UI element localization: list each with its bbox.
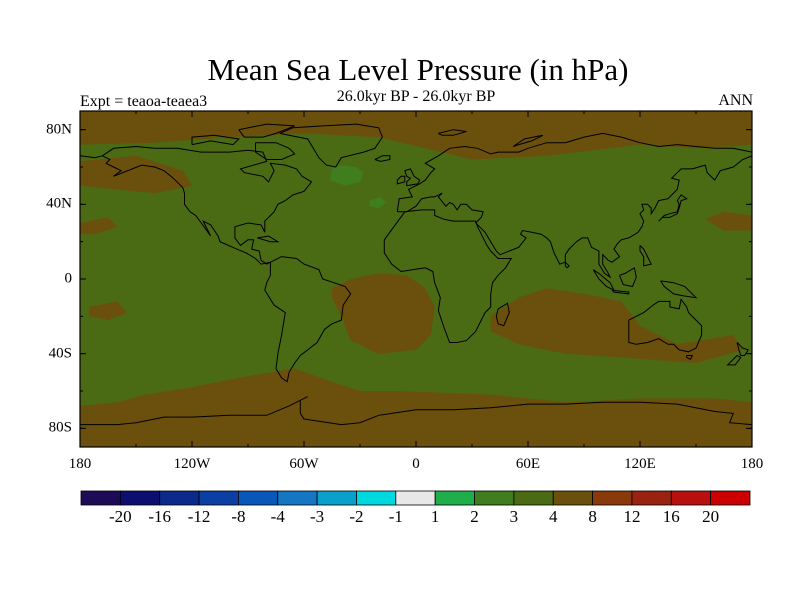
coastline-4: [255, 142, 296, 160]
colorbar-label: 3: [509, 507, 519, 526]
colorbar-label: 20: [702, 507, 720, 526]
lon-tick-label: 0: [412, 456, 420, 472]
lat-tick-label: 40N: [46, 195, 72, 212]
season-label: ANN: [718, 92, 753, 109]
coastline-2: [191, 134, 240, 146]
coastline-0: [102, 145, 313, 265]
colorbar-swatch: [277, 490, 318, 506]
coastline-28: [512, 134, 544, 147]
axis-ticks: [79, 111, 753, 447]
anomaly-patch-0: [80, 217, 118, 235]
coastline-17: [374, 155, 391, 162]
colorbar-label: -2: [349, 507, 364, 526]
coastline-10: [495, 302, 510, 327]
coastline-3: [238, 123, 295, 138]
colorbar-label: 4: [548, 507, 558, 526]
colorbar-swatch: [316, 490, 357, 506]
coastline-13: [736, 342, 750, 356]
coastlines: [80, 123, 752, 426]
colorbar-swatch: [474, 490, 515, 506]
colorbar: [80, 490, 751, 506]
colorbar-swatch: [513, 490, 554, 506]
colorbar-label: -3: [310, 507, 325, 526]
coastline-27: [438, 129, 467, 136]
map-title: Mean Sea Level Pressure (in hPa): [207, 52, 629, 87]
coastline-16: [396, 175, 406, 185]
arctic-positive-anomaly: [80, 111, 752, 160]
north-atlantic-negative-anomaly: [330, 165, 364, 186]
colorbar-swatch: [710, 490, 751, 506]
coastline-7: [80, 155, 103, 159]
coastline-15: [404, 168, 421, 187]
coastline-9: [383, 209, 513, 343]
lat-tick-label: 0: [64, 270, 73, 287]
colorbar-swatch: [434, 490, 475, 506]
anomaly-layer: [80, 111, 752, 447]
coastline-18: [658, 194, 688, 222]
colorbar-swatch: [552, 490, 593, 506]
north-pacific-positive-anomaly: [80, 155, 192, 194]
colorbar-label: 1: [430, 507, 440, 526]
coastline-25: [257, 235, 280, 243]
coastline-1: [279, 123, 383, 168]
lat-tick-label: 80S: [48, 419, 72, 436]
lon-tick-label: 60E: [515, 456, 541, 472]
lon-tick-label: 120E: [624, 456, 656, 472]
lat-tick-label: 40S: [48, 345, 72, 362]
anomaly-patch-2: [89, 301, 127, 321]
coastline-22: [611, 289, 630, 295]
colorbar-swatch: [238, 490, 279, 506]
coastline-11: [628, 298, 703, 353]
colorbar-swatch: [119, 490, 161, 506]
coastline-8: [397, 155, 752, 279]
lon-tick-label: 180: [740, 456, 764, 472]
southern-ocean-positive-anomaly: [80, 368, 752, 447]
colorbar-swatch: [198, 490, 239, 506]
coastline-26: [80, 396, 752, 426]
lat-tick-label: 80N: [46, 121, 72, 138]
coastline-24: [564, 261, 570, 269]
colorbar-label: 8: [588, 507, 597, 526]
colorbar-label: -8: [231, 507, 246, 526]
coastline-23: [639, 245, 652, 267]
colorbar-swatch: [631, 490, 672, 506]
colorbar-swatch: [395, 490, 436, 506]
coastline-21: [660, 280, 698, 299]
colorbar-swatch: [592, 490, 633, 506]
atlantic-secondary-negative-anomaly: [369, 196, 387, 209]
lon-tick-label: 180: [68, 456, 92, 472]
lon-tick-label: 60W: [289, 456, 319, 472]
colorbar-label: 16: [662, 507, 680, 526]
colorbar-label: 12: [623, 507, 641, 526]
coastline-14: [726, 355, 742, 366]
colorbar-swatch: [356, 490, 397, 506]
time-range-label: 26.0kyr BP - 26.0kyr BP: [336, 88, 496, 105]
lon-tick-label: 120W: [173, 456, 211, 472]
experiment-label: Expt = teaoa-teaea3: [80, 93, 208, 110]
colorbar-label: 2: [470, 507, 479, 526]
south-atlantic-positive-anomaly: [332, 273, 435, 354]
coastline-19: [619, 267, 637, 288]
coastline-6: [396, 132, 752, 212]
coastline-12: [686, 355, 694, 360]
colorbar-label: -16: [148, 507, 172, 526]
colorbar-swatch: [80, 490, 121, 506]
colorbar-swatch: [159, 490, 200, 506]
colorbar-label: -1: [388, 507, 403, 526]
colorbar-swatch: [670, 490, 712, 506]
colorbar-label: -20: [109, 507, 132, 526]
coastline-5: [264, 256, 352, 383]
indian-ocean-positive-anomaly: [490, 288, 743, 363]
colorbar-label: -4: [270, 507, 285, 526]
anomaly-patch-1: [705, 211, 752, 231]
colorbar-label: -12: [187, 507, 211, 526]
